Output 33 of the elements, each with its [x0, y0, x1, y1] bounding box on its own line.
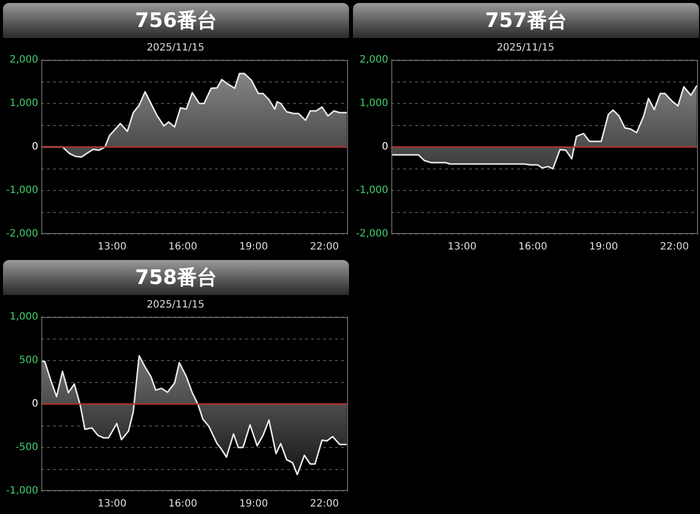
x-tick-label: 19:00	[239, 498, 268, 510]
y-tick-label: 1,000	[10, 312, 38, 323]
y-tick-label: 0	[32, 142, 38, 153]
chart-title: 757番台	[353, 3, 699, 38]
y-tick-label: 0	[32, 398, 38, 410]
y-tick-label: 2,000	[10, 54, 38, 66]
y-tick-label: -1,000	[6, 185, 38, 196]
x-tick-label: 16:00	[168, 498, 198, 510]
x-tick-label: 13:00	[448, 242, 476, 253]
x-tick-label: 16:00	[168, 242, 198, 253]
y-tick-label: 1,000	[360, 98, 388, 110]
y-tick-label: -1,000	[356, 185, 388, 196]
y-tick-label: 2,000	[360, 54, 388, 66]
x-tick-label: 22:00	[310, 242, 339, 253]
x-tick-label: 22:00	[660, 242, 689, 253]
x-tick-label: 19:00	[239, 242, 268, 253]
chart-subtitle: 2025/11/15	[146, 300, 204, 311]
y-tick-label: -1,000	[6, 486, 38, 497]
x-tick-label: 16:00	[518, 242, 548, 253]
y-tick-label: -500	[16, 442, 38, 454]
x-tick-label: 19:00	[589, 242, 618, 253]
chart-subtitle: 2025/11/15	[146, 42, 204, 54]
y-tick-label: 0	[382, 142, 388, 153]
y-tick-label: -2,000	[356, 228, 388, 240]
y-tick-label: 1,000	[10, 98, 38, 110]
x-tick-label: 13:00	[98, 498, 126, 510]
x-tick-label: 22:00	[310, 498, 339, 510]
chart-subtitle: 2025/11/15	[496, 42, 554, 54]
chart-title: 756番台	[3, 3, 349, 38]
y-tick-label: -2,000	[6, 228, 38, 240]
chart-title: 758番台	[3, 260, 349, 295]
y-tick-label: 500	[19, 355, 38, 366]
x-tick-label: 13:00	[98, 242, 126, 253]
